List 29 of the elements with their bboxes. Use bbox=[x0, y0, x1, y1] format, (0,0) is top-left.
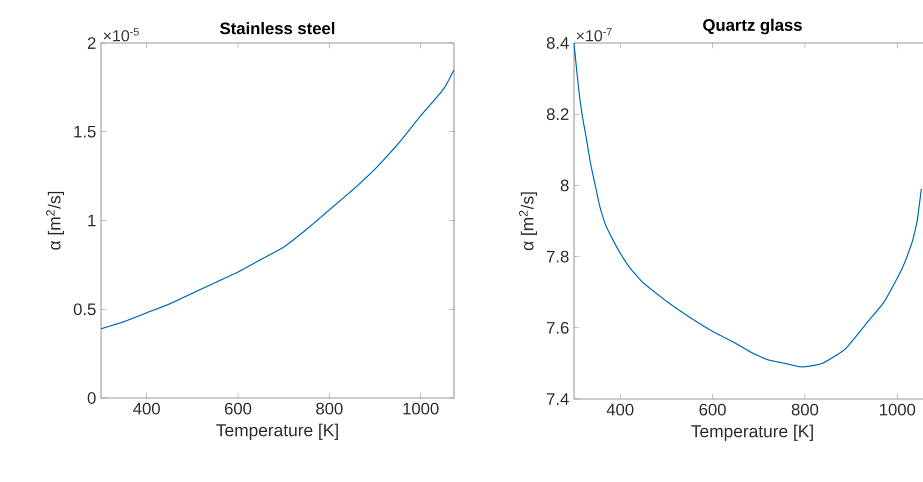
y-tick-label: 7.6 bbox=[546, 322, 569, 334]
x-tick-label: 600 bbox=[699, 404, 726, 416]
x-axis-title: Temperature [K] bbox=[691, 424, 813, 441]
x-tick-label: 800 bbox=[792, 404, 818, 416]
chart-title: Quartz glass bbox=[703, 18, 802, 34]
y-tick-label: 8.2 bbox=[546, 108, 568, 120]
line-series bbox=[100, 69, 455, 330]
x-tick-label: 1000 bbox=[880, 404, 916, 416]
x-tick-label: 600 bbox=[224, 402, 252, 415]
y-tick-label: 0.5 bbox=[74, 303, 96, 316]
text: ×10$^{-5}$ bbox=[104, 28, 139, 42]
y-tick-label: 1 bbox=[88, 214, 96, 226]
y-tick-label: 0 bbox=[88, 392, 96, 404]
y-tick-label: 7.8 bbox=[546, 250, 569, 263]
line-series bbox=[573, 42, 922, 368]
y-tick-label: 8.4 bbox=[546, 37, 569, 49]
x-axis-title: Temperature [K] bbox=[216, 424, 338, 440]
y-tick-label: 8 bbox=[560, 180, 569, 192]
y-axis-title: α [m$^{2}$/s] bbox=[519, 192, 537, 250]
x-tick-label: 400 bbox=[606, 404, 634, 416]
x-tick-label: 400 bbox=[133, 402, 160, 415]
y-tick-label: 7.4 bbox=[546, 393, 569, 405]
y-tick-label: 1.5 bbox=[74, 126, 96, 138]
x-tick-label: 1000 bbox=[403, 402, 439, 415]
y-axis-title: α [m$^{2}$/s] bbox=[46, 192, 64, 250]
y-tick-label: 2 bbox=[88, 37, 96, 49]
text: ×10$^{-7}$ bbox=[576, 28, 612, 42]
chart-title: Stainless steel bbox=[220, 22, 334, 34]
x-tick-label: 800 bbox=[316, 402, 343, 415]
